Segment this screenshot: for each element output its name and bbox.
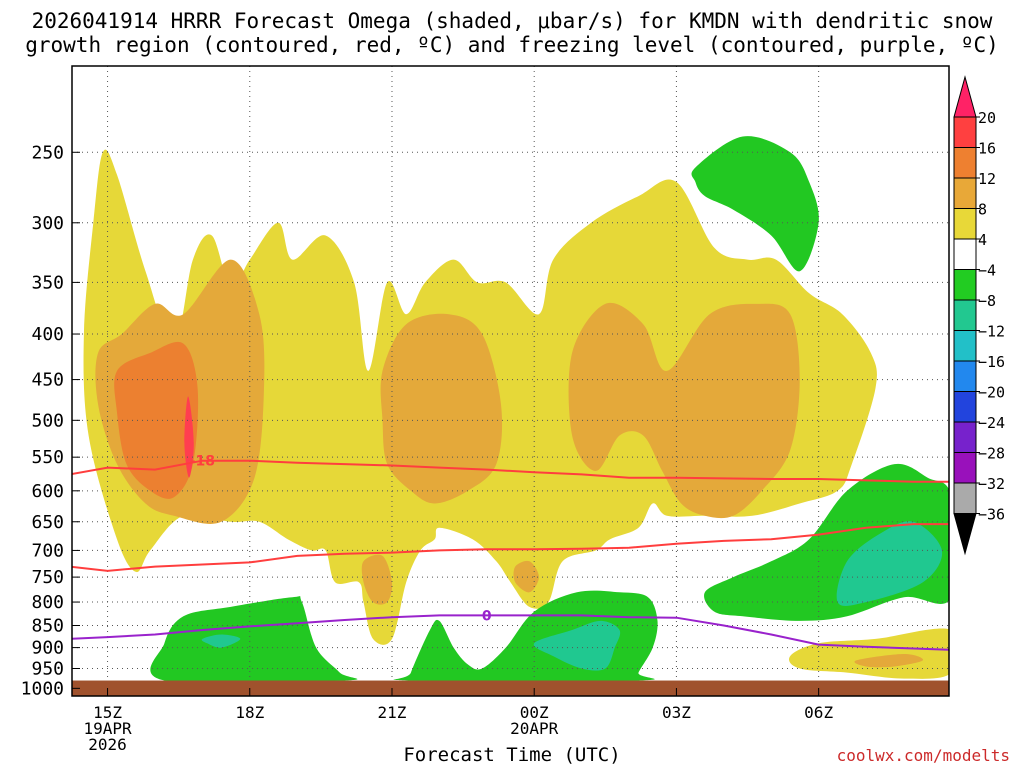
contour-line--18	[72, 459, 949, 483]
colorbar-block-3	[953, 208, 977, 240]
colorbar-block-0	[953, 116, 977, 148]
x-tick-label-2026: 2026	[88, 735, 127, 754]
omega-region--4-12	[691, 136, 819, 272]
y-tick-label-350: 350	[31, 272, 64, 293]
omega-region--8-14	[533, 620, 621, 671]
omega-region-8-5	[513, 560, 539, 593]
y-tick-label-900: 900	[31, 638, 64, 659]
y-tick-label-850: 850	[31, 615, 64, 636]
y-tick-label-800: 800	[31, 592, 64, 613]
omega-region-8-4	[361, 554, 393, 605]
colorbar-label-2: 12	[978, 170, 996, 188]
y-tick-label-700: 700	[31, 540, 64, 561]
colorbar-block-12	[953, 482, 977, 514]
omega-region-8-2	[380, 313, 503, 504]
x-axis-title: Forecast Time (UTC)	[403, 744, 621, 766]
grid-layer	[72, 66, 949, 696]
chart-title-line-2: growth region (contoured, red, ºC) and f…	[25, 33, 999, 57]
y-tick-label-750: 750	[31, 567, 64, 588]
y-tick-label-650: 650	[31, 512, 64, 533]
x-tick-label-15Z: 15Z	[93, 703, 122, 722]
colorbar-block-1	[953, 147, 977, 179]
y-tick-label-250: 250	[31, 142, 64, 163]
colorbar: 20 16 12 8 4 −4 −8 −12 −16 −20 −24 −28 −32 −36	[953, 75, 1005, 556]
omega-region-8-7	[854, 654, 924, 668]
x-tick-label-00Z: 00Z	[520, 703, 549, 722]
colorbar-label-0: 20	[978, 109, 996, 127]
colorbar-block-4	[953, 238, 977, 270]
contour-layer: -18 0	[72, 454, 949, 651]
colorbar-block-2	[953, 177, 977, 209]
colorbar-block-11	[953, 452, 977, 484]
colorbar-block-9	[953, 391, 977, 423]
colorbar-label-11: −28	[978, 445, 1005, 463]
colorbar-label-8: −16	[978, 353, 1005, 371]
plot-frame	[71, 65, 950, 697]
y-tick-label-300: 300	[31, 213, 64, 234]
x-tick-label-20APR: 20APR	[510, 719, 559, 738]
y-tick-label-400: 400	[31, 324, 64, 345]
x-tick-label-18Z: 18Z	[235, 703, 264, 722]
colorbar-label-9: −20	[978, 384, 1005, 402]
omega-region-12-8	[114, 341, 199, 499]
omega-region-4-6	[788, 628, 949, 679]
colorbar-label-4: 4	[978, 231, 987, 249]
omega-region--4-10	[150, 596, 358, 684]
contour-label-0: 0	[482, 608, 492, 624]
colorbar-block-10	[953, 421, 977, 453]
colorbar-label-10: −24	[978, 414, 1005, 432]
colorbar-label-12: −32	[978, 475, 1005, 493]
colorbar-label-7: −12	[978, 323, 1005, 341]
credit-text: coolwx.com/modelts	[836, 746, 1010, 765]
omega-regions-layer	[83, 136, 949, 684]
omega-region-8-3	[568, 302, 800, 519]
x-tick-label-19APR: 19APR	[83, 719, 132, 738]
colorbar-block-8	[953, 360, 977, 392]
ground-layer	[72, 680, 949, 696]
omega-region--8-16	[836, 521, 943, 606]
colorbar-bottom-triangle	[953, 513, 977, 556]
omega-region-16-9	[184, 396, 194, 478]
colorbar-label-13: −36	[978, 506, 1005, 524]
y-tick-label-950: 950	[31, 659, 64, 680]
y-tick-label-1000: 1000	[21, 678, 64, 699]
contour-line--12	[72, 523, 949, 572]
omega-region--8-15	[201, 634, 241, 648]
x-tick-label-21Z: 21Z	[378, 703, 407, 722]
colorbar-label-1: 16	[978, 140, 996, 158]
y-tick-label-450: 450	[31, 370, 64, 391]
y-tick-label-500: 500	[31, 410, 64, 431]
y-tick-label-550: 550	[31, 447, 64, 468]
y-axis: 2503003504004505005506006507007508008509…	[21, 142, 80, 699]
contour-label--18: -18	[190, 454, 215, 470]
ground-band	[72, 680, 949, 696]
colorbar-block-7	[953, 330, 977, 362]
x-tick-label-06Z: 06Z	[804, 703, 833, 722]
contour-line-0	[72, 614, 949, 651]
y-tick-label-600: 600	[31, 481, 64, 502]
colorbar-label-3: 8	[978, 201, 987, 219]
colorbar-block-5	[953, 269, 977, 301]
chart-title-line-1: 2026041914 HRRR Forecast Omega (shaded, …	[31, 9, 993, 33]
colorbar-top-triangle	[953, 75, 977, 118]
colorbar-block-6	[953, 299, 977, 331]
x-tick-label-03Z: 03Z	[662, 703, 691, 722]
colorbar-label-5: −4	[978, 262, 996, 280]
colorbar-label-6: −8	[978, 292, 996, 310]
